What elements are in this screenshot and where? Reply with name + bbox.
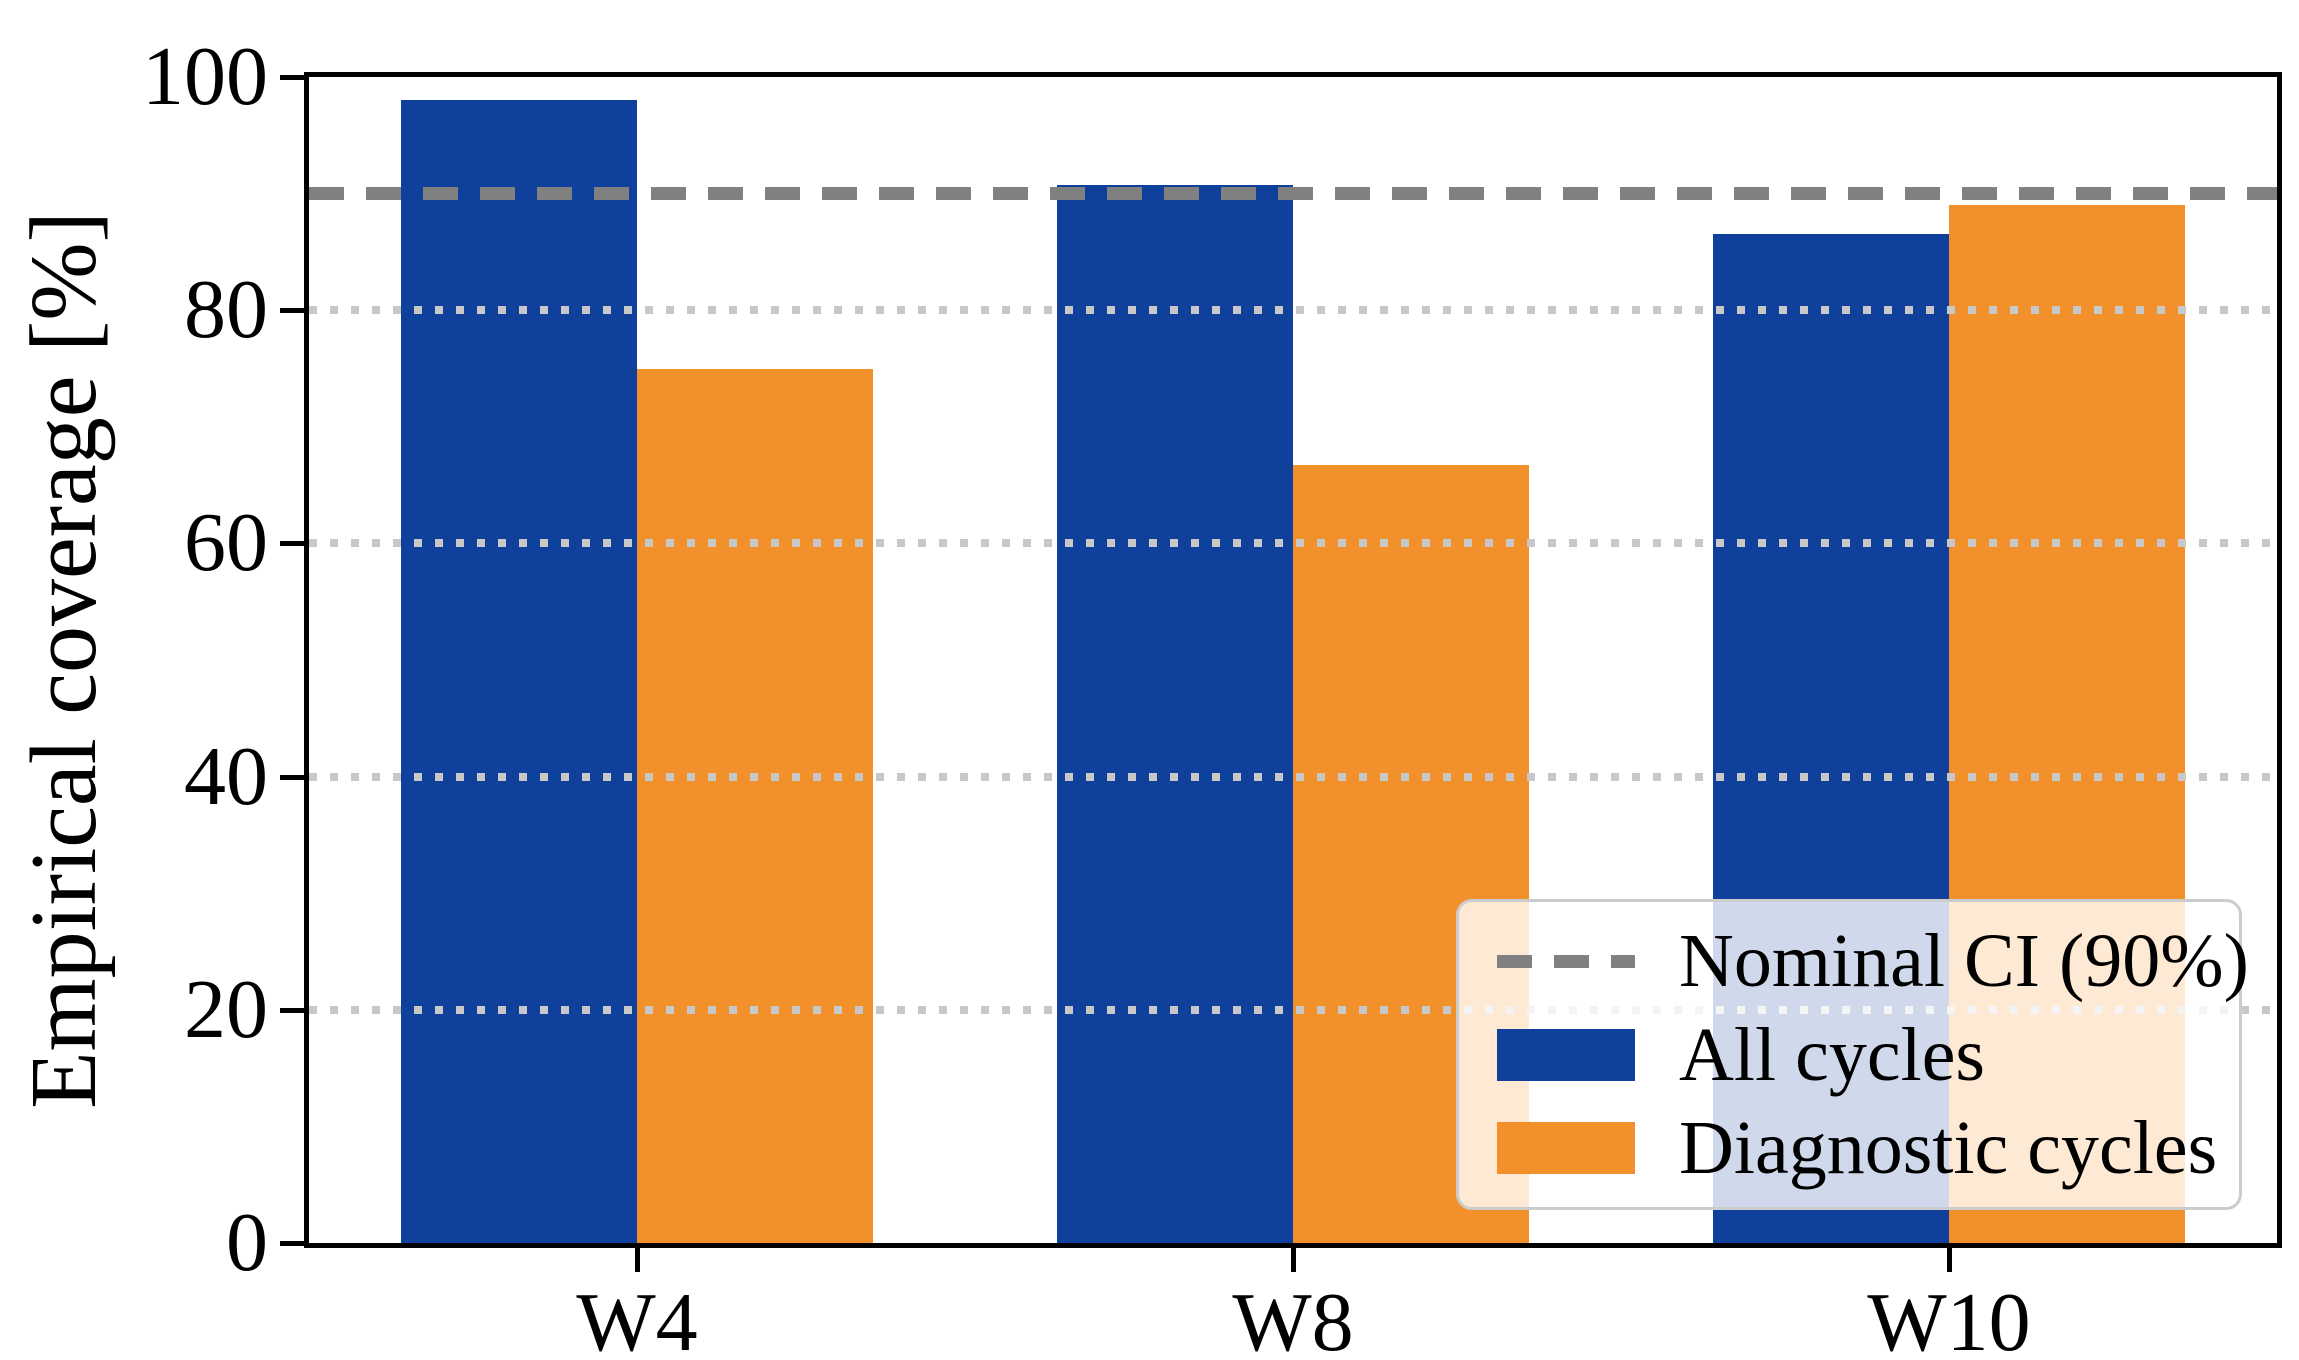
legend-item-nominal-ci: Nominal CI (90%) [1497, 921, 2249, 1001]
y-tick-label-40: 40 [184, 729, 268, 823]
y-tick-mark-100 [280, 75, 304, 80]
legend-label-all-cycles: All cycles [1679, 1012, 1986, 1097]
bar-all-cycles-w8 [1057, 185, 1293, 1243]
x-tick-mark-w10 [1947, 1248, 1952, 1272]
y-tick-label-60: 60 [184, 496, 268, 590]
x-tick-label-w4: W4 [576, 1276, 698, 1360]
gridline-20 [309, 1005, 2277, 1014]
bar-diagnostic-cycles-w4 [637, 368, 873, 1243]
x-tick-mark-w4 [635, 1248, 640, 1272]
legend-item-all-cycles: All cycles [1497, 1015, 2229, 1095]
bar-all-cycles-w4 [401, 100, 637, 1243]
x-tick-label-w8: W8 [1232, 1276, 1354, 1360]
y-tick-mark-40 [280, 774, 304, 780]
x-tick-label-w10: W10 [1867, 1276, 2031, 1360]
gridline-60 [309, 539, 2277, 548]
y-tick-mark-60 [280, 541, 304, 547]
y-tick-mark-80 [280, 308, 304, 314]
legend: Nominal CI (90%) All cycles Diagnostic c… [1456, 899, 2249, 1210]
legend-label-nominal-ci: Nominal CI (90%) [1679, 919, 2249, 1004]
dashed-line-sample [1497, 954, 1635, 968]
y-tick-label-100: 100 [142, 30, 268, 123]
y-tick-label-80: 80 [184, 263, 268, 357]
diagnostic-cycles-swatch [1497, 1121, 1635, 1174]
gridline-80 [309, 306, 2277, 315]
gridline-40 [309, 772, 2277, 781]
legend-item-diagnostic-cycles: Diagnostic cycles [1497, 1108, 2229, 1188]
y-tick-label-20: 20 [184, 962, 268, 1056]
all-cycles-swatch [1497, 1028, 1635, 1081]
y-tick-mark-20 [280, 1007, 304, 1013]
x-tick-mark-w8 [1291, 1248, 1296, 1272]
legend-label-diagnostic-cycles: Diagnostic cycles [1679, 1105, 2218, 1190]
nominal-ci-dashed-line [309, 186, 2277, 200]
y-tick-mark-0 [280, 1241, 304, 1246]
y-tick-label-0: 0 [226, 1196, 268, 1289]
